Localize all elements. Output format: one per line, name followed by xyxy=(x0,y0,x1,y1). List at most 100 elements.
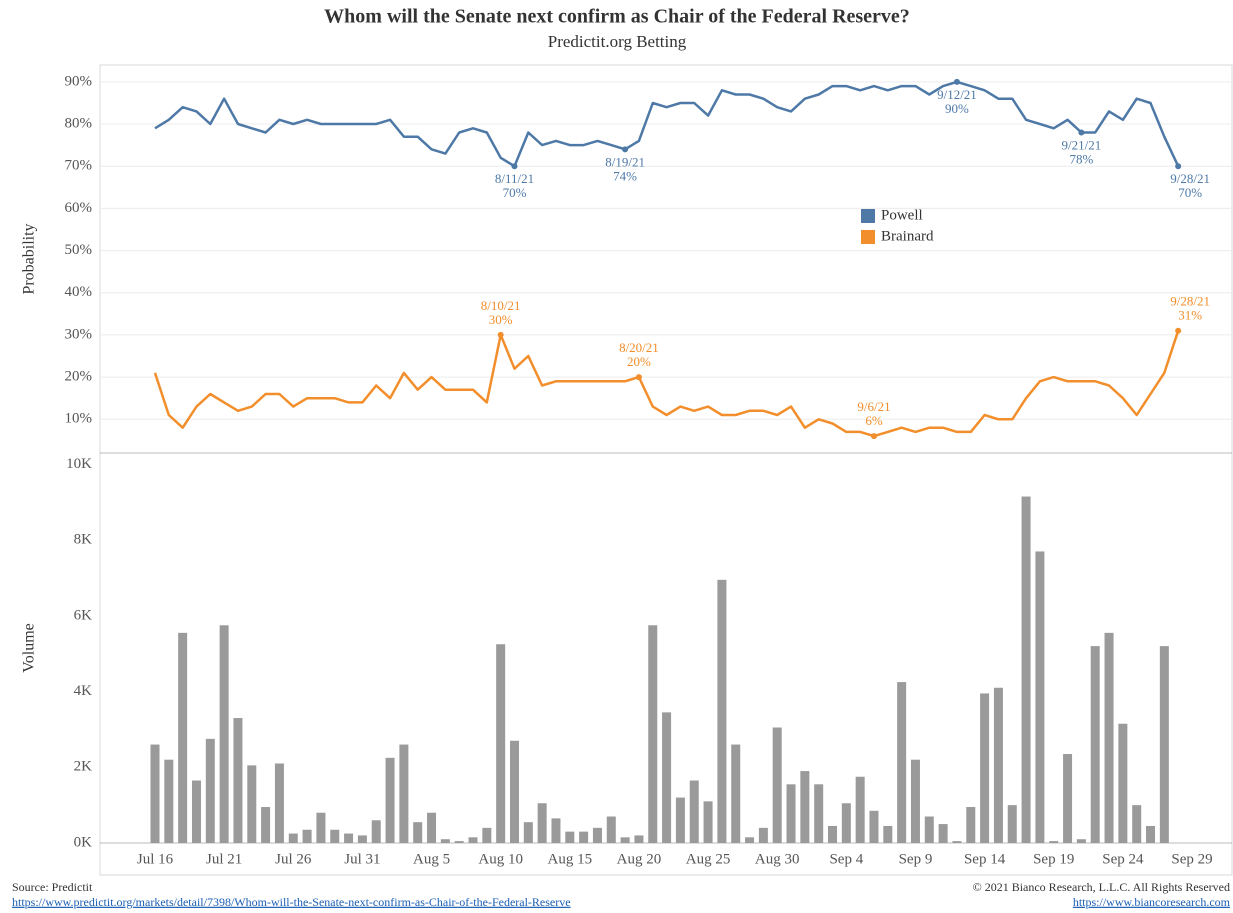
x-tick-label: Aug 15 xyxy=(548,851,593,867)
annotation-date: 8/11/21 xyxy=(495,171,534,186)
x-tick-label: Sep 14 xyxy=(964,851,1006,867)
x-tick-label: Aug 20 xyxy=(617,851,662,867)
bar xyxy=(1132,805,1142,843)
bar xyxy=(966,807,976,843)
bar xyxy=(1021,496,1031,843)
bar xyxy=(274,763,284,843)
x-tick-label: Sep 24 xyxy=(1102,851,1144,867)
legend-label: Powell xyxy=(881,207,923,223)
bar xyxy=(302,829,312,843)
annotation-value: 90% xyxy=(945,101,969,116)
bar xyxy=(758,827,768,843)
y-tick-label: 10K xyxy=(66,456,92,472)
bar xyxy=(523,822,533,843)
bar xyxy=(924,816,934,843)
bar xyxy=(855,776,865,843)
x-tick-label: Sep 29 xyxy=(1171,851,1212,867)
bar xyxy=(440,839,450,843)
chart-title: Whom will the Senate next confirm as Cha… xyxy=(324,6,910,28)
bar xyxy=(316,812,326,843)
bar xyxy=(261,807,271,843)
bar xyxy=(897,682,907,843)
bar xyxy=(1035,551,1045,843)
bar xyxy=(496,644,506,843)
bar xyxy=(233,718,243,843)
bar xyxy=(662,712,672,843)
annotation-date: 8/10/21 xyxy=(481,298,521,313)
annotated-point xyxy=(511,163,518,170)
legend-label: Brainard xyxy=(881,228,934,244)
bar xyxy=(1090,646,1100,843)
bar xyxy=(703,801,713,843)
annotation-date: 9/28/21 xyxy=(1170,294,1210,309)
y-tick-label: 20% xyxy=(65,369,93,385)
bar xyxy=(551,818,561,843)
bar xyxy=(482,827,492,843)
bar xyxy=(675,797,685,843)
series-line xyxy=(154,80,1180,168)
bar xyxy=(800,771,810,843)
bar xyxy=(579,831,589,843)
annotation-value: 74% xyxy=(613,168,637,183)
series-line xyxy=(153,330,1180,438)
annotation-date: 9/28/21 xyxy=(1170,171,1210,186)
bar xyxy=(952,841,962,843)
bar xyxy=(648,625,658,843)
annotation-date: 9/6/21 xyxy=(857,399,890,414)
bar xyxy=(1076,839,1086,843)
annotation-value: 20% xyxy=(627,354,651,369)
bar xyxy=(385,757,395,843)
y-tick-label: 40% xyxy=(65,284,93,300)
y-tick-label: 30% xyxy=(65,326,93,342)
x-tick-label: Jul 31 xyxy=(344,851,380,867)
y-tick-label: 4K xyxy=(74,683,93,699)
source-link[interactable]: https://www.predictit.org/markets/detail… xyxy=(12,895,571,909)
bar xyxy=(565,831,575,843)
bar xyxy=(371,820,381,843)
bar xyxy=(413,822,423,843)
bar xyxy=(1007,805,1017,843)
bar xyxy=(454,841,464,843)
bar xyxy=(980,693,990,843)
annotation-value: 70% xyxy=(503,185,527,200)
bar xyxy=(1159,646,1169,843)
y-tick-label: 80% xyxy=(65,115,93,131)
annotation-value: 31% xyxy=(1178,308,1202,323)
site-link[interactable]: https://www.biancoresearch.com xyxy=(1073,895,1231,909)
bar xyxy=(883,825,893,843)
x-tick-label: Aug 5 xyxy=(413,851,450,867)
bar xyxy=(178,632,188,843)
bar xyxy=(938,824,948,843)
bar xyxy=(841,803,851,843)
y-tick-label: 0K xyxy=(74,834,93,850)
y-tick-label: 8K xyxy=(74,532,93,548)
y-tick-label: 10% xyxy=(65,411,93,427)
bar xyxy=(745,837,755,843)
bar xyxy=(634,835,644,843)
bar xyxy=(1118,723,1128,843)
bar xyxy=(1049,841,1059,843)
y-axis-title: Volume xyxy=(21,623,38,672)
annotation-value: 78% xyxy=(1069,151,1093,166)
bar xyxy=(1104,632,1114,843)
copyright: © 2021 Bianco Research, L.L.C. All Right… xyxy=(973,880,1230,894)
y-tick-label: 6K xyxy=(74,607,93,623)
bar xyxy=(910,759,920,843)
bar xyxy=(399,744,409,843)
annotated-point xyxy=(1175,327,1182,334)
y-tick-label: 60% xyxy=(65,200,93,216)
bar xyxy=(772,727,782,843)
x-tick-label: Jul 16 xyxy=(137,851,174,867)
x-tick-label: Aug 30 xyxy=(755,851,800,867)
x-tick-label: Jul 21 xyxy=(206,851,242,867)
bar xyxy=(717,579,727,843)
annotation-date: 9/12/21 xyxy=(937,87,977,102)
annotated-point xyxy=(622,146,629,153)
bar xyxy=(205,738,215,843)
x-tick-label: Sep 4 xyxy=(829,851,863,867)
bar xyxy=(344,833,354,843)
annotated-point xyxy=(497,331,504,338)
bar xyxy=(509,740,519,843)
